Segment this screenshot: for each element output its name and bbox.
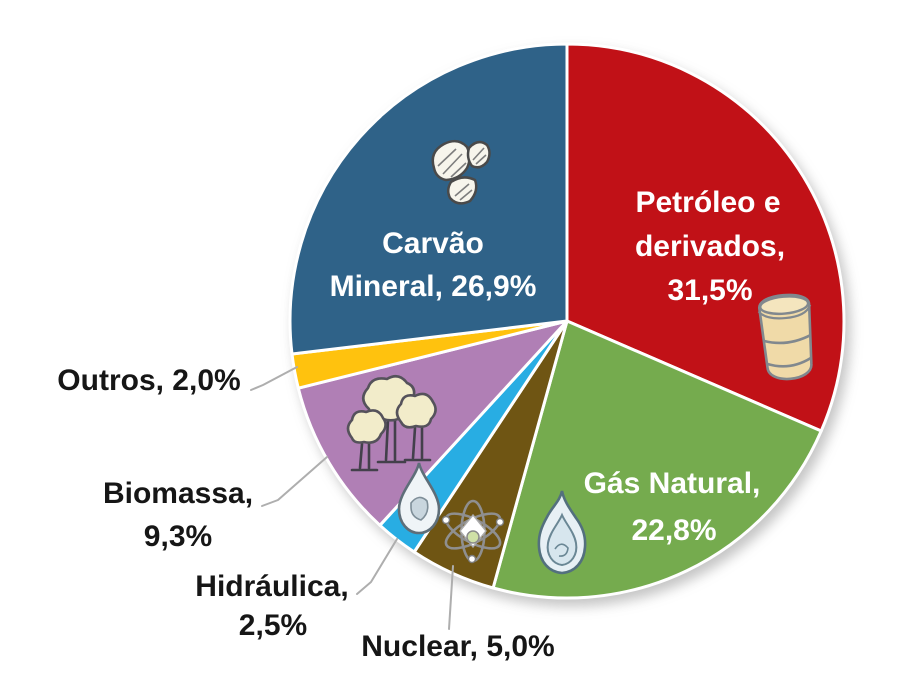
gas-flame-icon [537, 490, 587, 575]
pie-chart [288, 42, 846, 600]
water-drop-icon [397, 462, 441, 535]
label-petroleo-line1: Petróleo e [635, 186, 780, 219]
label-carvao-line2: Mineral, 26,9% [330, 270, 537, 303]
slice-labels: Petróleo e derivados, 31,5% Carvão Miner… [57, 186, 785, 663]
label-hidraulica-value: 2,5% [239, 609, 307, 642]
leader-line-biomassa [261, 456, 328, 507]
pie-slices [288, 42, 846, 600]
label-gas-line1: Gás Natural, [584, 467, 761, 500]
label-petroleo-line2: derivados, [635, 230, 785, 263]
label-biomassa-line1: Biomassa, [103, 477, 253, 510]
label-petroleo-value: 31,5% [667, 274, 752, 307]
label-carvao-line1: Carvão [382, 227, 484, 260]
oil-barrel-icon [757, 293, 813, 381]
atom-icon [441, 499, 505, 564]
label-nuclear: Nuclear, 5,0% [361, 630, 554, 663]
coal-icon [431, 139, 491, 205]
pie-slice-carvao-mineral [288, 42, 569, 356]
label-outros: Outros, 2,0% [57, 364, 240, 397]
label-hidraulica-line1: Hidráulica, [195, 570, 348, 603]
leader-line-nuclear [448, 565, 454, 630]
leader-line-outros [250, 366, 298, 391]
label-biomassa-value: 9,3% [144, 520, 212, 553]
leader-line-hidraulica [356, 538, 398, 595]
label-gas-value: 22,8% [631, 514, 716, 547]
leader-lines [250, 366, 454, 630]
trees-icon [346, 374, 437, 472]
